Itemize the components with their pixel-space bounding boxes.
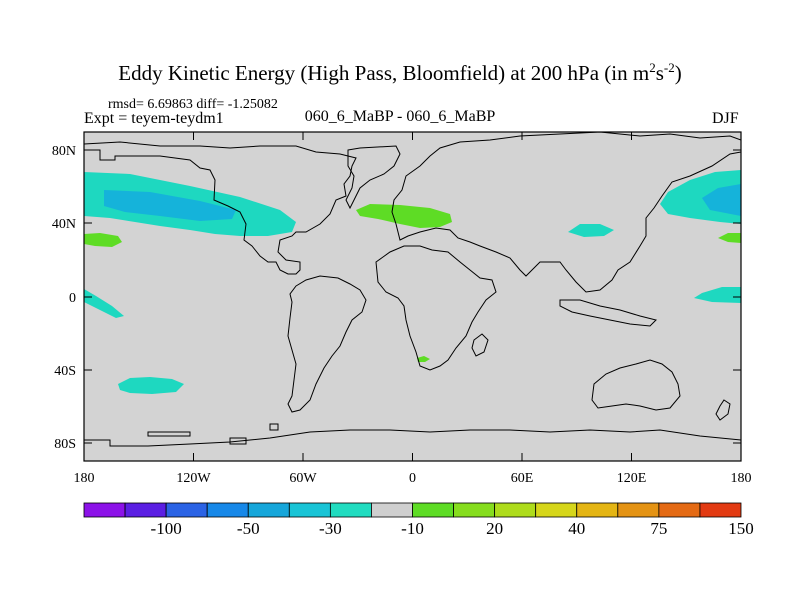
lon-tick-label: 120W <box>176 471 211 486</box>
tropical-pacific-negative-region <box>84 289 124 318</box>
lat-tick-label: 0 <box>69 291 76 306</box>
lat-tick-label: 80S <box>54 437 76 452</box>
madagascar-coast <box>471 333 489 357</box>
colorbar-label: 75 <box>650 519 667 538</box>
south-pacific-negative-region <box>118 377 184 394</box>
colorbar-swatch <box>535 502 578 518</box>
rmsd-stats: rmsd= 6.69863 diff= -1.25082 <box>108 97 278 112</box>
east-asia-negative-region <box>568 224 614 237</box>
antarctic-ice-shelf-1 <box>147 431 191 437</box>
colorbar-swatch <box>453 502 496 518</box>
contour-fields <box>84 170 741 394</box>
colorbar-swatch <box>206 502 249 518</box>
title-main: Eddy Kinetic Energy (High Pass, Bloomfie… <box>118 61 650 85</box>
map-background <box>84 132 741 461</box>
lon-tick-label: 120E <box>617 471 647 486</box>
eurasia-coast <box>391 132 741 293</box>
colorbar-swatch <box>288 502 331 518</box>
south-atlantic-positive-region <box>417 356 430 362</box>
colorbar-swatch <box>658 502 701 518</box>
new-zealand-coast <box>715 399 731 421</box>
plot-title: Eddy Kinetic Energy (High Pass, Bloomfie… <box>0 60 800 86</box>
colorbar-swatch <box>412 502 454 518</box>
colorbar-swatch <box>699 502 742 518</box>
colorbar-swatch <box>576 502 619 518</box>
lon-tick-label: 60W <box>289 471 317 486</box>
coastlines <box>84 132 741 447</box>
colorbar-swatch <box>494 502 537 518</box>
indonesia-coast <box>559 299 657 327</box>
colorbar-swatch <box>617 502 660 518</box>
australia-coast <box>591 359 681 411</box>
lon-tick-label: 0 <box>409 471 416 486</box>
central-pacific-positive-region <box>84 233 122 247</box>
colorbar-swatch <box>165 502 208 518</box>
colorbar-label: -100 <box>151 519 182 538</box>
colorbar-swatch <box>371 502 413 518</box>
colorbar-labels: -100 -50 -30 -10 20 40 75 150 <box>151 519 754 538</box>
north-america-coast <box>84 141 357 275</box>
lat-tick-label: 40S <box>54 364 76 379</box>
africa-coast <box>375 245 497 371</box>
longitude-axis: 180 120W 60W 0 60E 120E 180 <box>74 132 752 486</box>
colorbar-label: 40 <box>568 519 585 538</box>
lon-tick-label: 60E <box>511 471 534 486</box>
tropical-west-pacific-negative-region <box>694 287 741 303</box>
lon-tick-label: 180 <box>74 471 95 486</box>
south-america-coast <box>287 275 367 413</box>
lat-tick-label: 80N <box>52 144 76 159</box>
north-pacific-core-region <box>104 190 236 221</box>
colorbar-label: 20 <box>486 519 503 538</box>
colorbar-swatch <box>83 502 126 518</box>
colorbar-swatch <box>329 502 372 518</box>
title-exp2: -2 <box>663 60 675 75</box>
colorbar-label: 150 <box>728 519 754 538</box>
dateline-positive-region <box>718 233 741 243</box>
south-atlantic-island <box>269 423 279 431</box>
title-mid: s <box>655 61 664 85</box>
colorbar <box>83 502 742 518</box>
experiment-label: Expt = teyem-teydm1 <box>84 110 224 127</box>
difference-label: 060_6_MaBP - 060_6_MaBP <box>304 108 496 125</box>
greenland-coast <box>345 145 401 210</box>
title-end: ) <box>674 61 682 85</box>
colorbar-swatch <box>124 502 167 518</box>
lon-tick-label: 180 <box>731 471 752 486</box>
colorbar-label: -10 <box>401 519 424 538</box>
europe-positive-region <box>356 204 452 228</box>
lat-tick-label: 40N <box>52 217 76 232</box>
antarctica-coast <box>84 429 741 447</box>
latitude-axis: 80N 40N 0 40S 80S <box>52 144 741 452</box>
colorbar-label: -50 <box>237 519 260 538</box>
colorbar-swatch <box>247 502 290 518</box>
antarctic-ice-shelf-2 <box>229 437 247 445</box>
title-exp1: 2 <box>649 60 656 75</box>
season-label: DJF <box>712 110 739 127</box>
colorbar-label: -30 <box>319 519 342 538</box>
west-pacific-core-region <box>702 184 741 216</box>
